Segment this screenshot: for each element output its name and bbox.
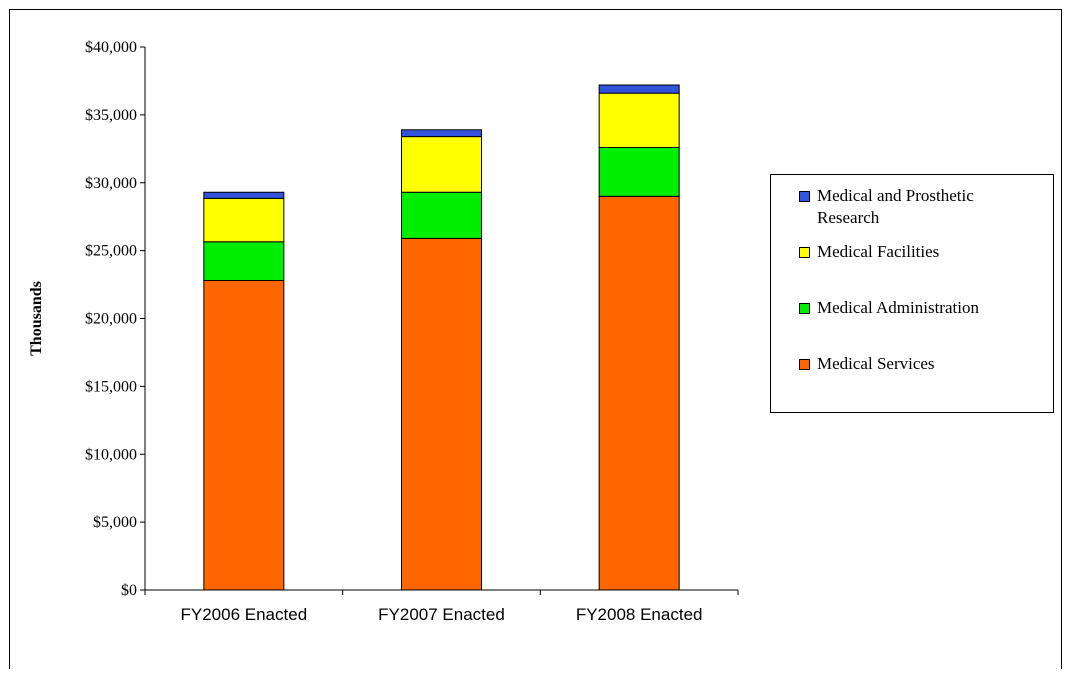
y-tick-label: $15,000 <box>85 378 137 395</box>
bar-segment <box>401 191 482 239</box>
legend-label: Medical Facilities <box>817 242 940 261</box>
bar-segment <box>401 237 482 591</box>
legend-item: Medical Administration <box>799 297 1047 319</box>
bar-segment <box>598 84 680 94</box>
legend-swatch <box>799 303 810 314</box>
bar-segment <box>401 136 482 193</box>
y-tick-label: $0 <box>121 582 137 599</box>
legend-label: Medical and Prosthetic Research <box>817 186 974 227</box>
x-tick-label: FY2008 Enacted <box>576 605 703 624</box>
bar-segment <box>598 195 680 591</box>
legend: Medical and Prosthetic Research Medical F… <box>770 174 1054 413</box>
legend-label: Medical Administration <box>817 298 979 317</box>
x-tick-label: FY2006 Enacted <box>181 605 308 624</box>
y-tick-label: $35,000 <box>85 107 137 124</box>
bar-segment <box>598 146 680 197</box>
bar-segment <box>203 241 285 281</box>
chart-area: $0 $5,000 $10,000 $15,000 $20,000 $25,000 $30,… <box>28 39 739 624</box>
legend-item: Medical Facilities <box>799 241 1047 263</box>
legend-item: Medical Services <box>799 353 1047 375</box>
legend-label: Medical Services <box>817 354 935 373</box>
bar-segment <box>598 92 680 148</box>
bar-segment <box>203 197 285 243</box>
y-tick-label: $5,000 <box>93 514 137 531</box>
chart-frame: $0 $5,000 $10,000 $15,000 $20,000 $25,000 $30,… <box>9 9 1062 669</box>
bar-segment <box>203 191 285 199</box>
legend-swatch <box>799 247 810 258</box>
legend-swatch <box>799 359 810 370</box>
y-tick-label: $20,000 <box>85 311 137 328</box>
y-tick-label: $10,000 <box>85 446 137 463</box>
y-axis-title: Thousands <box>28 281 45 356</box>
y-tick-label: $30,000 <box>85 175 137 192</box>
legend-item: Medical and Prosthetic Research <box>799 185 1017 229</box>
x-tick-label: FY2007 Enacted <box>378 605 505 624</box>
legend-swatch <box>799 191 810 202</box>
y-tick-label: $25,000 <box>85 243 137 260</box>
bar-segment <box>401 129 482 138</box>
y-tick-label: $40,000 <box>85 39 137 56</box>
bar-segment <box>203 279 285 591</box>
